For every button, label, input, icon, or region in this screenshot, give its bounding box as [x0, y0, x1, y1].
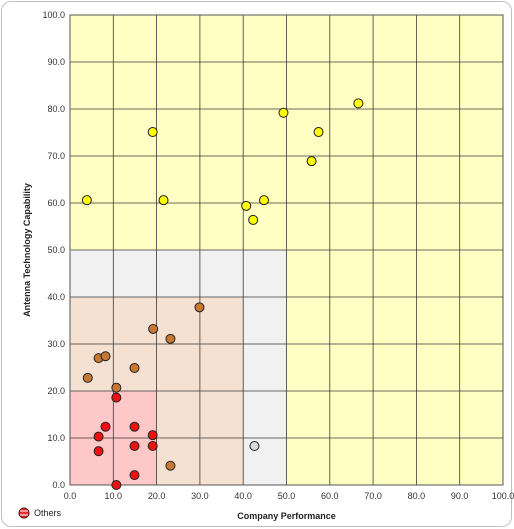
data-point-series-3 [249, 440, 260, 451]
y-tick-label: 80.0 [47, 104, 65, 114]
data-point-series-2 [93, 446, 104, 457]
data-point-series-1 [100, 351, 111, 362]
y-tick-label: 100.0 [42, 10, 65, 20]
x-tick-label: 10.0 [105, 491, 123, 501]
data-point-series-2 [147, 440, 158, 451]
x-tick-label: 100.0 [492, 491, 514, 501]
data-point-series-2 [129, 470, 140, 481]
data-point-series-1 [129, 362, 140, 373]
x-tick-label: 50.0 [278, 491, 296, 501]
x-tick-label: 70.0 [364, 491, 382, 501]
x-tick-label: 40.0 [234, 491, 252, 501]
data-point-series-0 [258, 195, 269, 206]
legend-marker-others [18, 507, 30, 519]
x-tick-label: 30.0 [191, 491, 209, 501]
data-point-series-2 [129, 421, 140, 432]
x-tick-label: 60.0 [321, 491, 339, 501]
x-tick-label: 0.0 [64, 491, 77, 501]
legend-label-others: Others [34, 508, 62, 518]
data-point-series-2 [93, 431, 104, 442]
data-point-series-2 [129, 440, 140, 451]
data-point-series-0 [81, 195, 92, 206]
x-tick-label: 80.0 [408, 491, 426, 501]
y-tick-label: 10.0 [47, 433, 65, 443]
data-point-series-1 [111, 382, 122, 393]
data-point-series-0 [241, 200, 252, 211]
y-tick-label: 30.0 [47, 339, 65, 349]
data-point-series-2 [111, 392, 122, 403]
y-tick-label: 40.0 [47, 292, 65, 302]
plot-border [69, 14, 504, 486]
data-point-series-0 [248, 214, 259, 225]
data-point-series-1 [82, 372, 93, 383]
x-axis-ticks: 0.0 10.0 20.0 30.0 40.0 50.0 60.0 70.0 80.0 90.0 1… [64, 491, 514, 501]
y-axis-title: Antenna Technology Capability [22, 183, 32, 317]
x-tick-label: 90.0 [451, 491, 469, 501]
data-point-series-1 [194, 302, 205, 313]
data-point-series-0 [147, 127, 158, 138]
y-tick-label: 20.0 [47, 386, 65, 396]
data-point-series-1 [165, 460, 176, 471]
data-point-series-2 [100, 421, 111, 432]
y-tick-label: 50.0 [47, 245, 65, 255]
data-point-series-1 [165, 333, 176, 344]
data-point-series-0 [278, 107, 289, 118]
y-tick-label: 0.0 [52, 480, 65, 490]
y-tick-label: 60.0 [47, 198, 65, 208]
data-point-series-0 [353, 98, 364, 109]
x-axis-title: Company Performance [237, 511, 336, 521]
legend: Others [18, 507, 62, 519]
y-tick-label: 90.0 [47, 57, 65, 67]
data-point-series-1 [148, 323, 159, 334]
y-axis-ticks: 0.0 10.0 20.0 30.0 40.0 50.0 60.0 70.0 80.0 90.0 1… [42, 10, 65, 490]
data-point-series-2 [111, 480, 122, 490]
x-tick-label: 20.0 [148, 491, 166, 501]
data-point-series-0 [313, 127, 324, 138]
data-point-series-2 [147, 430, 158, 441]
data-point-series-0 [306, 156, 317, 167]
data-point-series-0 [158, 195, 169, 206]
y-tick-label: 70.0 [47, 151, 65, 161]
data-points [81, 98, 364, 490]
